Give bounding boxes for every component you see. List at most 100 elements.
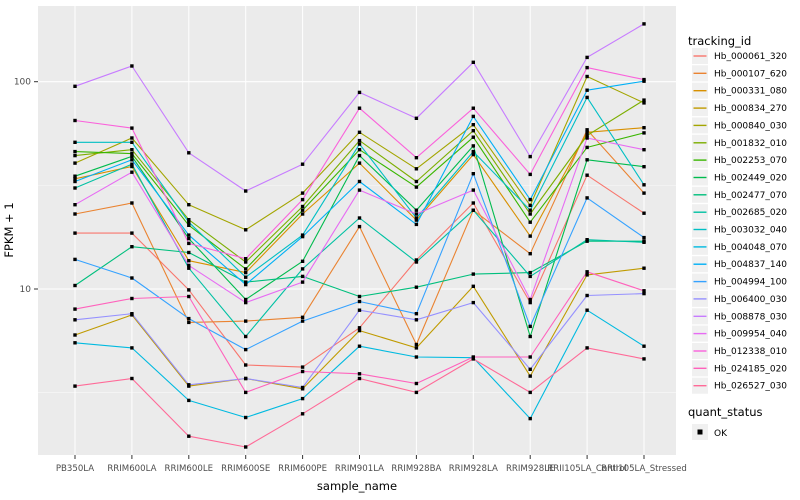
data-point	[471, 300, 475, 305]
data-point	[300, 274, 305, 279]
data-point	[73, 384, 77, 388]
data-point	[357, 294, 362, 299]
data-point	[187, 259, 191, 263]
data-point	[187, 316, 191, 321]
legend-item-label: Hb_002253_070	[714, 156, 787, 166]
legend-item-label: Hb_001832_010	[714, 139, 787, 149]
data-point	[73, 341, 77, 345]
x-tick-label: RRII105LA_Stressed	[601, 464, 687, 474]
data-point	[471, 149, 475, 154]
data-point	[357, 224, 362, 229]
y-tick-label: 10	[20, 285, 32, 295]
data-point	[73, 84, 77, 88]
data-point	[130, 346, 134, 350]
x-tick-label: RRII105LA_Control	[547, 464, 627, 474]
data-point	[414, 218, 419, 222]
data-point	[244, 260, 248, 264]
data-point	[528, 208, 532, 212]
data-point	[244, 347, 248, 352]
x-tick-label: RRIM928LE	[506, 464, 555, 474]
data-point	[414, 318, 419, 322]
data-point	[244, 228, 248, 232]
data-point	[130, 162, 134, 166]
data-point	[528, 416, 532, 421]
data-point	[642, 101, 646, 105]
data-point	[300, 319, 305, 323]
data-point	[187, 250, 191, 255]
data-point	[244, 376, 248, 381]
data-point	[187, 266, 191, 270]
data-point	[585, 65, 589, 70]
data-point	[300, 365, 305, 369]
data-point	[244, 363, 248, 367]
data-point	[130, 245, 134, 249]
data-point	[357, 142, 362, 146]
data-point	[357, 216, 362, 220]
data-point	[357, 138, 362, 143]
data-point	[357, 130, 362, 134]
legend-item-label: Hb_024185_020	[714, 364, 787, 374]
y-axis-title: FPKM + 1	[2, 202, 16, 257]
data-point	[187, 233, 191, 237]
data-point	[357, 376, 362, 381]
data-point	[414, 390, 419, 395]
data-point	[471, 284, 475, 288]
data-point	[642, 165, 646, 169]
y-tick-label: 100	[14, 78, 31, 88]
data-point	[585, 173, 589, 177]
data-point	[187, 398, 191, 403]
x-tick-label: RRIM928LA	[449, 464, 498, 474]
data-point	[300, 396, 305, 401]
data-point	[642, 211, 646, 215]
data-point	[187, 218, 191, 222]
data-point	[73, 149, 77, 154]
data-point	[300, 412, 305, 416]
data-point	[244, 319, 248, 323]
data-point	[528, 220, 532, 224]
data-point	[642, 77, 646, 82]
data-point	[244, 300, 248, 305]
data-point	[528, 334, 532, 339]
data-point	[528, 274, 532, 279]
data-point	[244, 189, 248, 193]
data-point	[414, 216, 419, 220]
legend-item-label: Hb_000107_620	[714, 69, 787, 79]
legend-item-label: Hb_002477_070	[714, 191, 787, 201]
data-point	[73, 257, 77, 262]
chart-generated-layer: 10 100 PB350LA RRIM600LA RRIM600LE RRIM600SE R…	[14, 6, 787, 474]
data-point	[357, 90, 362, 95]
data-point	[187, 241, 191, 246]
data-point	[73, 231, 77, 235]
data-point	[357, 188, 362, 192]
data-point	[414, 355, 419, 359]
data-point	[73, 140, 77, 144]
x-tick-label: RRIM600LE	[165, 464, 214, 474]
data-point	[528, 212, 532, 216]
data-point	[585, 308, 589, 312]
data-point	[642, 289, 646, 293]
data-point	[187, 288, 191, 292]
data-point	[300, 234, 305, 239]
data-point	[471, 114, 475, 119]
data-point	[130, 231, 134, 235]
data-point	[357, 153, 362, 158]
data-point	[187, 220, 191, 224]
data-point	[357, 161, 362, 165]
data-point	[528, 300, 532, 305]
data-point	[642, 357, 646, 361]
legend-title-tracking-id: tracking_id	[688, 34, 751, 48]
data-point	[471, 106, 475, 110]
data-point	[471, 357, 475, 361]
x-tick-label: PB350LA	[56, 464, 94, 474]
data-point	[585, 128, 589, 132]
data-point	[528, 374, 532, 378]
data-point	[244, 297, 248, 302]
x-tick-label: RRIM928BA	[391, 464, 441, 474]
legend-item-label: Hb_002449_020	[714, 174, 787, 184]
data-point	[73, 118, 77, 123]
legend-item-label: Hb_002685_020	[714, 208, 787, 218]
data-point	[73, 307, 77, 311]
legend-item-label: Hb_009954_040	[714, 330, 787, 340]
data-point	[357, 326, 362, 330]
